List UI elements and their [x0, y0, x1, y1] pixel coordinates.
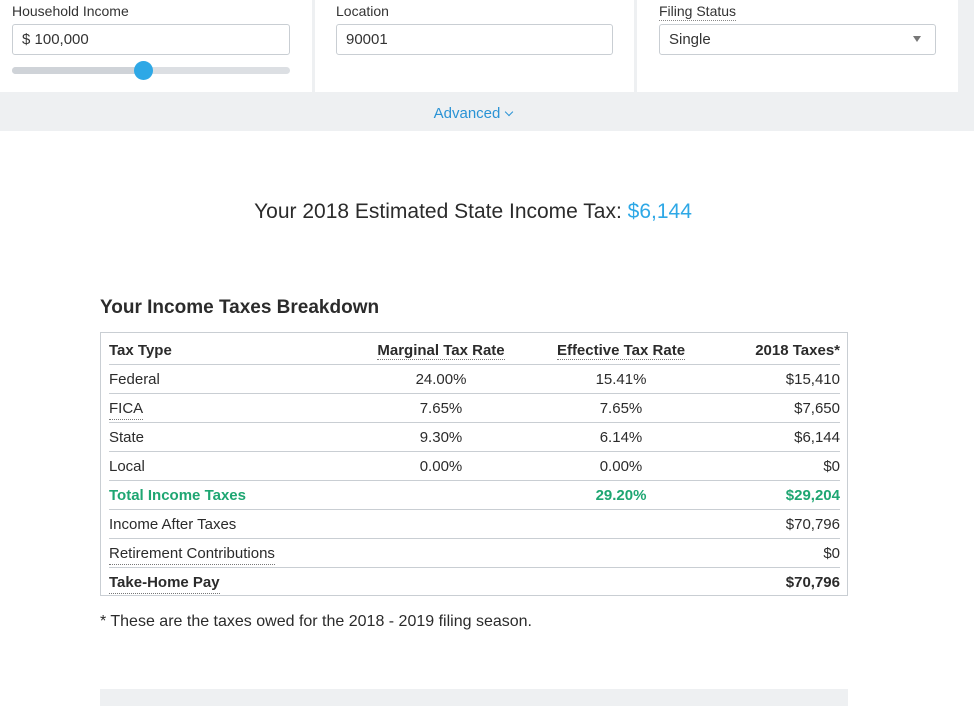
income-slider[interactable]	[12, 61, 290, 80]
total-label: Total Income Taxes	[109, 487, 246, 504]
advanced-label: Advanced	[433, 105, 501, 122]
footnote: * These are the taxes owed for the 2018 …	[100, 613, 532, 630]
row-marginal: 0.00%	[419, 458, 463, 475]
table-row: Local 0.00% 0.00% $0	[109, 452, 840, 481]
location-input[interactable]: 90001	[336, 24, 613, 55]
headline-text: Your 2018 Estimated State Income Tax:	[254, 200, 622, 223]
table-row: FICA 7.65% 7.65% $7,650	[109, 394, 840, 423]
income-slider-fill	[12, 67, 143, 74]
row-marginal: 7.65%	[419, 400, 463, 417]
filing-status-select[interactable]: Single	[659, 24, 936, 55]
header-tax-type: Tax Type	[109, 342, 172, 359]
row-type[interactable]: FICA	[109, 399, 144, 420]
retirement-contributions-row: Retirement Contributions $0	[109, 539, 840, 568]
advanced-toggle[interactable]: Advanced	[0, 105, 946, 122]
filing-status-value: Single	[669, 31, 711, 48]
tax-breakdown-table: Tax Type Marginal Tax Rate Effective Tax…	[100, 332, 848, 596]
take-home-label[interactable]: Take-Home Pay	[109, 573, 220, 594]
headline-amount: $6,144	[627, 200, 692, 223]
row-effective: 15.41%	[595, 371, 647, 388]
row-effective: 0.00%	[599, 458, 643, 475]
calculator-inputs-panel: Household Income $ 100,000 Location 9000…	[0, 0, 974, 131]
after-taxes-value: $70,796	[785, 516, 840, 533]
row-taxes: $7,650	[794, 400, 840, 417]
total-effective: 29.20%	[595, 487, 647, 504]
row-taxes: $15,410	[785, 371, 840, 388]
household-income-input[interactable]: $ 100,000	[12, 24, 290, 55]
household-income-field: Household Income $ 100,000	[0, 0, 312, 92]
filing-status-label[interactable]: Filing Status	[659, 3, 737, 21]
row-type: Local	[109, 458, 145, 475]
row-effective: 7.65%	[599, 400, 643, 417]
income-after-taxes-row: Income After Taxes $70,796	[109, 510, 840, 539]
location-label: Location	[336, 3, 389, 19]
row-marginal: 9.30%	[419, 429, 463, 446]
take-home-value: $70,796	[785, 574, 840, 591]
retirement-value: $0	[823, 545, 840, 562]
row-taxes: $0	[823, 458, 840, 475]
filing-status-field: Filing Status Single	[637, 0, 958, 92]
row-type: State	[109, 429, 145, 446]
household-income-label: Household Income	[12, 3, 129, 19]
total-income-taxes-row: Total Income Taxes 29.20% $29,204	[109, 481, 840, 510]
chevron-down-icon	[505, 107, 514, 117]
income-slider-handle[interactable]	[133, 61, 153, 80]
row-type: Federal	[109, 371, 160, 388]
location-field: Location 90001	[315, 0, 634, 92]
header-effective-rate[interactable]: Effective Tax Rate	[556, 342, 686, 360]
table-row: State 9.30% 6.14% $6,144	[109, 423, 840, 452]
estimated-tax-headline: Your 2018 Estimated State Income Tax: $6…	[0, 200, 946, 224]
table-header-row: Tax Type Marginal Tax Rate Effective Tax…	[109, 336, 840, 365]
after-taxes-label: Income After Taxes	[109, 516, 237, 533]
take-home-pay-row: Take-Home Pay $70,796	[109, 568, 840, 597]
header-2018-taxes: 2018 Taxes*	[755, 342, 840, 359]
breakdown-title: Your Income Taxes Breakdown	[100, 297, 380, 318]
row-marginal: 24.00%	[415, 371, 467, 388]
caret-down-icon	[913, 36, 921, 42]
row-effective: 6.14%	[599, 429, 643, 446]
total-taxes: $29,204	[785, 487, 840, 504]
row-taxes: $6,144	[794, 429, 840, 446]
table-row: Federal 24.00% 15.41% $15,410	[109, 365, 840, 394]
bottom-section-bar	[100, 689, 848, 706]
retirement-label[interactable]: Retirement Contributions	[109, 544, 275, 565]
header-marginal-rate[interactable]: Marginal Tax Rate	[377, 342, 505, 360]
